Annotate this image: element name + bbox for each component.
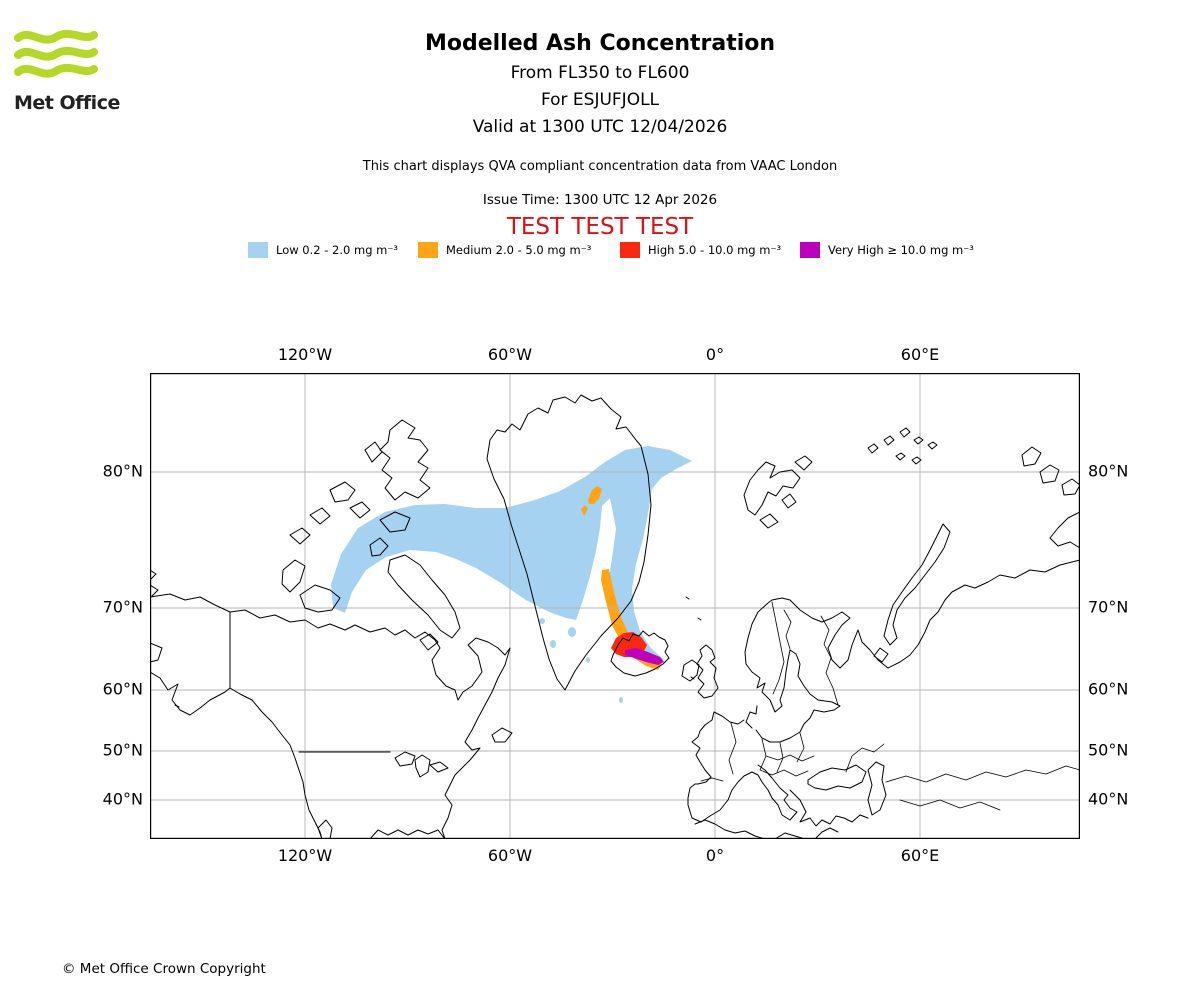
ash-plume-medium-blob [581, 505, 588, 516]
ash-speck-low [568, 627, 576, 637]
lat-label-right-80n: 80°N [1088, 461, 1129, 481]
lon-label-top-120w: 120°W [277, 345, 333, 364]
logo-text: Met Office [14, 92, 120, 114]
lat-label-left-50n: 50°N [102, 740, 143, 760]
ash-plume-very-high [625, 648, 664, 665]
coast-north-america [150, 593, 511, 839]
subtitle-volcano: For ESJUFJOLL [540, 90, 660, 110]
legend-swatch-low [248, 242, 268, 258]
lat-label-right-70n: 70°N [1088, 597, 1129, 617]
arctic-islands [281, 419, 461, 651]
coast-iceland [610, 630, 670, 677]
lon-label-top-0: 0° [705, 345, 725, 364]
lat-label-left-60n: 60°N [102, 679, 143, 699]
lon-label-bottom-0: 0° [705, 846, 725, 865]
lat-label-left-70n: 70°N [102, 597, 143, 617]
coast-novaya-zemlya [873, 511, 1080, 663]
coast-west-europe [687, 711, 798, 823]
island-specks [150, 569, 702, 708]
copyright: © Met Office Crown Copyright [62, 961, 266, 977]
ash-speck-low [539, 618, 545, 624]
lon-label-bottom-120w: 120°W [277, 846, 333, 865]
lat-label-right-40n: 40°N [1088, 789, 1129, 809]
lon-label-bottom-60w: 60°W [487, 846, 533, 865]
legend-swatch-medium [418, 242, 438, 258]
coast-newfoundland [491, 727, 513, 743]
legend-label-medium: Medium 2.0 - 5.0 mg m⁻³ [446, 243, 592, 257]
legend-label-high: High 5.0 - 10.0 mg m⁻³ [648, 243, 782, 257]
lat-label-right-50n: 50°N [1088, 740, 1129, 760]
legend-label-very-high: Very High ≥ 10.0 mg m⁻³ [828, 243, 974, 257]
map-border [150, 373, 1080, 839]
qva-note: This chart displays QVA compliant concen… [362, 159, 838, 174]
coast-uk [681, 644, 719, 699]
ash-plume-low [331, 446, 692, 668]
coast-mediterranean [789, 761, 887, 827]
coast-svalbard [743, 455, 813, 529]
coast-eurasia-north [744, 559, 1080, 743]
legend-swatch-high [620, 242, 640, 258]
graticule [150, 373, 1080, 839]
coast-denmark [713, 705, 758, 729]
coast-alaska-west [150, 642, 323, 839]
coast-franz-josef [867, 427, 938, 465]
ash-speck-low [550, 640, 556, 648]
lon-label-top-60e: 60°E [900, 345, 940, 364]
met-office-logo: Met Office [14, 26, 124, 114]
ash-speck-low [586, 657, 590, 663]
coast-greenland [486, 394, 652, 691]
lat-label-left-40n: 40°N [102, 789, 143, 809]
subtitle-valid-time: Valid at 1300 UTC 12/04/2026 [472, 117, 728, 137]
great-lakes [394, 751, 449, 778]
map-canvas [150, 373, 1080, 839]
ash-plume-layers [331, 446, 692, 703]
coast-severnaya [1021, 446, 1080, 496]
logo-waves-icon [14, 29, 98, 78]
subtitle-flight-levels: From FL350 to FL600 [510, 63, 690, 83]
lon-label-bottom-60e: 60°E [900, 846, 940, 865]
coastlines [150, 394, 1080, 839]
coast-north-africa [694, 819, 839, 839]
coast-mexico [317, 819, 446, 839]
issue-time: Issue Time: 1300 UTC 12 Apr 2026 [482, 192, 718, 208]
legend-swatch-very-high [800, 242, 820, 258]
lon-label-top-60w: 60°W [487, 345, 533, 364]
page-title: Modelled Ash Concentration [424, 31, 776, 56]
lat-label-left-80n: 80°N [102, 461, 143, 481]
country-borders [700, 601, 1080, 811]
test-banner: TEST TEST TEST [506, 214, 694, 240]
ash-plume-medium-blob [588, 486, 602, 504]
lat-label-right-60n: 60°N [1088, 679, 1129, 699]
ash-speck-low [619, 697, 623, 703]
legend-label-low: Low 0.2 - 2.0 mg m⁻³ [276, 243, 399, 257]
